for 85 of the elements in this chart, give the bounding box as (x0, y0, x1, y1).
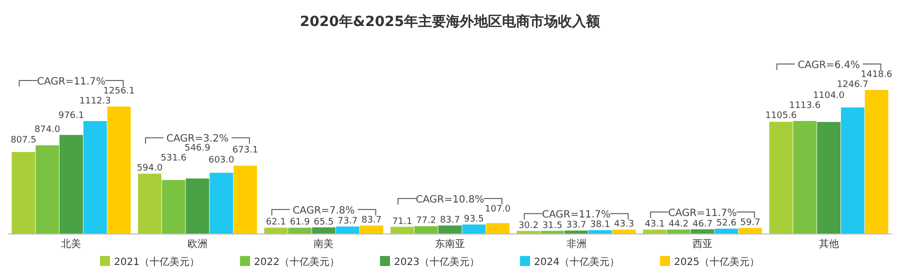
legend-label: 2024（十亿美元） (534, 256, 620, 268)
data-label: 38.1 (590, 220, 610, 230)
data-label: 531.6 (160, 154, 187, 164)
data-label: 1418.6 (860, 70, 893, 80)
data-label: 874.0 (34, 124, 60, 135)
bar (264, 228, 288, 234)
data-label: 546.9 (184, 144, 211, 154)
bar (360, 226, 384, 234)
bar (714, 228, 738, 234)
data-label: 46.7 (692, 219, 713, 230)
data-label: 1113.6 (789, 100, 821, 111)
x-tick-label: 西亚 (692, 239, 713, 250)
legend-label: 2023（十亿美元） (394, 256, 480, 268)
bar (738, 228, 762, 234)
data-label: 1256.1 (103, 86, 135, 96)
data-label: 52.6 (716, 218, 737, 229)
bar (817, 122, 840, 234)
data-label: 673.1 (232, 146, 258, 156)
bar (588, 230, 612, 234)
bar (83, 121, 107, 234)
data-label: 73.7 (338, 216, 358, 227)
annotation: CAGR=3.2% (166, 134, 229, 145)
data-label: 1112.3 (79, 96, 111, 106)
legend-label: 2025（十亿美元） (674, 256, 760, 268)
bar (769, 122, 793, 234)
bar (12, 152, 36, 234)
x-tick-label: 南美 (314, 238, 334, 250)
bar (666, 230, 690, 234)
annotation: CAGR=10.8% (416, 194, 484, 206)
data-label: 62.1 (266, 218, 286, 228)
bar (36, 145, 60, 234)
data-label: 43.1 (644, 220, 665, 230)
data-label: 1104.0 (813, 90, 845, 101)
text: CAGR=6.4% (798, 60, 860, 71)
chart-title: 2020年&2025年主要海外地区电商市场收入额 (300, 13, 602, 30)
bar (60, 134, 83, 234)
data-label: 83.7 (440, 216, 460, 226)
data-label: 33.7 (566, 220, 586, 231)
bar (462, 224, 486, 234)
bar (186, 178, 210, 234)
x-tick-label: 非洲 (566, 238, 586, 250)
data-label: 43.3 (614, 220, 634, 230)
data-label: 807.5 (10, 135, 36, 146)
legend-label: 2021（十亿美元） (114, 256, 200, 268)
bar (210, 172, 234, 234)
bar (234, 166, 257, 234)
bar (162, 180, 186, 234)
x-tick-label: 东南亚 (435, 238, 465, 250)
bar (793, 120, 817, 234)
data-label: 594.0 (136, 164, 163, 174)
bar (864, 90, 888, 234)
data-label: 976.1 (58, 111, 84, 122)
data-label: 93.5 (464, 214, 484, 225)
bar (486, 223, 510, 234)
bar (138, 174, 162, 234)
data-label: 1246.7 (836, 80, 868, 90)
bar (312, 227, 336, 234)
bar (288, 228, 312, 234)
x-tick-label: 欧洲 (187, 238, 208, 250)
data-label: 71.1 (392, 216, 412, 227)
data-label: 603.0 (208, 156, 235, 166)
data-label: 31.5 (542, 220, 562, 231)
data-label: 30.2 (518, 220, 538, 231)
bar (438, 226, 462, 234)
x-tick-label: 北美 (61, 238, 82, 250)
bar (336, 226, 360, 234)
data-label: 83.7 (362, 216, 382, 226)
data-label: 77.2 (416, 216, 436, 226)
annotation: CAGR=11.7% (668, 208, 737, 219)
annotation: CAGR=11.7% (542, 210, 611, 221)
data-label: 44.2 (668, 220, 689, 230)
data-label: 61.9 (290, 218, 310, 228)
bar (643, 230, 666, 234)
data-label: 65.5 (314, 217, 334, 228)
bar (390, 226, 414, 234)
bar (840, 107, 864, 234)
bar (414, 226, 438, 234)
annotation: CAGR=7.8% (292, 206, 355, 217)
data-label: 107.0 (484, 204, 511, 215)
data-label: 1105.6 (765, 110, 797, 121)
legend-label: 2022（十亿美元） (254, 256, 340, 268)
bar (107, 106, 131, 234)
text: CAGR=11.7% (36, 76, 106, 88)
data-label: 59.7 (740, 218, 760, 228)
x-tick-label: 其他 (818, 238, 839, 250)
